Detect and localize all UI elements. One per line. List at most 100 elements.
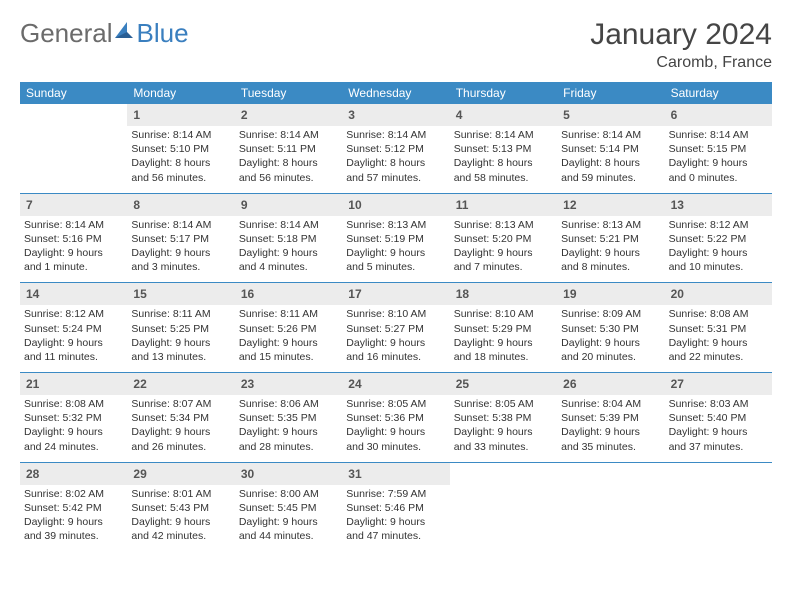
sunrise-line: Sunrise: 8:00 AM bbox=[239, 487, 338, 501]
day-number: 18 bbox=[456, 287, 469, 301]
sunrise-line: Sunrise: 8:04 AM bbox=[561, 397, 660, 411]
day-number: 4 bbox=[456, 108, 463, 122]
daylight-line-2: and 0 minutes. bbox=[669, 171, 768, 185]
day-cell: 27Sunrise: 8:03 AMSunset: 5:40 PMDayligh… bbox=[665, 373, 772, 462]
daylight-line-2: and 30 minutes. bbox=[346, 440, 445, 454]
day-number: 1 bbox=[133, 108, 140, 122]
location: Caromb, France bbox=[590, 54, 772, 72]
sunrise-line: Sunrise: 8:14 AM bbox=[561, 128, 660, 142]
day-number: 15 bbox=[133, 287, 146, 301]
logo-text-2: Blue bbox=[137, 18, 189, 49]
day-number: 24 bbox=[348, 377, 361, 391]
week-row: 14Sunrise: 8:12 AMSunset: 5:24 PMDayligh… bbox=[20, 282, 772, 372]
daylight-line-2: and 44 minutes. bbox=[239, 529, 338, 543]
day-number: 16 bbox=[241, 287, 254, 301]
daylight-line-1: Daylight: 9 hours bbox=[131, 246, 230, 260]
daylight-line-1: Daylight: 9 hours bbox=[454, 336, 553, 350]
day-number: 27 bbox=[671, 377, 684, 391]
day-number-bar: 23 bbox=[235, 373, 342, 395]
daylight-line-1: Daylight: 9 hours bbox=[24, 336, 123, 350]
day-cell: 14Sunrise: 8:12 AMSunset: 5:24 PMDayligh… bbox=[20, 283, 127, 372]
sunrise-line: Sunrise: 8:08 AM bbox=[24, 397, 123, 411]
daylight-line-1: Daylight: 9 hours bbox=[131, 336, 230, 350]
daylight-line-1: Daylight: 9 hours bbox=[454, 425, 553, 439]
daylight-line-2: and 15 minutes. bbox=[239, 350, 338, 364]
day-number-bar: 4 bbox=[450, 104, 557, 126]
daylight-line-2: and 3 minutes. bbox=[131, 260, 230, 274]
daylight-line-2: and 35 minutes. bbox=[561, 440, 660, 454]
day-cell: 28Sunrise: 8:02 AMSunset: 5:42 PMDayligh… bbox=[20, 463, 127, 552]
daylight-line-2: and 16 minutes. bbox=[346, 350, 445, 364]
daylight-line-2: and 56 minutes. bbox=[239, 171, 338, 185]
day-number-bar: 6 bbox=[665, 104, 772, 126]
sunrise-line: Sunrise: 8:14 AM bbox=[239, 218, 338, 232]
sunrise-line: Sunrise: 8:13 AM bbox=[346, 218, 445, 232]
sunset-line: Sunset: 5:20 PM bbox=[454, 232, 553, 246]
day-number-bar: 22 bbox=[127, 373, 234, 395]
sunset-line: Sunset: 5:40 PM bbox=[669, 411, 768, 425]
daylight-line-1: Daylight: 9 hours bbox=[239, 515, 338, 529]
sunset-line: Sunset: 5:14 PM bbox=[561, 142, 660, 156]
daylight-line-1: Daylight: 9 hours bbox=[24, 425, 123, 439]
sunrise-line: Sunrise: 8:14 AM bbox=[239, 128, 338, 142]
daylight-line-1: Daylight: 9 hours bbox=[454, 246, 553, 260]
daylight-line-1: Daylight: 9 hours bbox=[669, 425, 768, 439]
day-cell: 10Sunrise: 8:13 AMSunset: 5:19 PMDayligh… bbox=[342, 194, 449, 283]
sunset-line: Sunset: 5:46 PM bbox=[346, 501, 445, 515]
week-row: 21Sunrise: 8:08 AMSunset: 5:32 PMDayligh… bbox=[20, 372, 772, 462]
sunset-line: Sunset: 5:16 PM bbox=[24, 232, 123, 246]
day-cell: 6Sunrise: 8:14 AMSunset: 5:15 PMDaylight… bbox=[665, 104, 772, 193]
dow-tue: Tuesday bbox=[235, 82, 342, 104]
day-number-bar: 30 bbox=[235, 463, 342, 485]
day-of-week-header: Sunday Monday Tuesday Wednesday Thursday… bbox=[20, 82, 772, 104]
daylight-line-1: Daylight: 9 hours bbox=[561, 246, 660, 260]
header: General Blue January 2024 Caromb, France bbox=[20, 18, 772, 72]
daylight-line-2: and 8 minutes. bbox=[561, 260, 660, 274]
sunset-line: Sunset: 5:36 PM bbox=[346, 411, 445, 425]
day-number: 23 bbox=[241, 377, 254, 391]
day-number: 19 bbox=[563, 287, 576, 301]
sunset-line: Sunset: 5:35 PM bbox=[239, 411, 338, 425]
day-number: 22 bbox=[133, 377, 146, 391]
empty-cell bbox=[20, 104, 127, 193]
sunset-line: Sunset: 5:27 PM bbox=[346, 322, 445, 336]
day-cell: 2Sunrise: 8:14 AMSunset: 5:11 PMDaylight… bbox=[235, 104, 342, 193]
daylight-line-2: and 37 minutes. bbox=[669, 440, 768, 454]
weeks: 1Sunrise: 8:14 AMSunset: 5:10 PMDaylight… bbox=[20, 104, 772, 551]
dow-fri: Friday bbox=[557, 82, 664, 104]
day-cell: 30Sunrise: 8:00 AMSunset: 5:45 PMDayligh… bbox=[235, 463, 342, 552]
sunset-line: Sunset: 5:25 PM bbox=[131, 322, 230, 336]
day-number: 6 bbox=[671, 108, 678, 122]
daylight-line-2: and 42 minutes. bbox=[131, 529, 230, 543]
daylight-line-2: and 59 minutes. bbox=[561, 171, 660, 185]
day-number: 3 bbox=[348, 108, 355, 122]
day-number-bar: 1 bbox=[127, 104, 234, 126]
daylight-line-1: Daylight: 8 hours bbox=[561, 156, 660, 170]
week-row: 1Sunrise: 8:14 AMSunset: 5:10 PMDaylight… bbox=[20, 104, 772, 193]
daylight-line-1: Daylight: 8 hours bbox=[346, 156, 445, 170]
calendar: Sunday Monday Tuesday Wednesday Thursday… bbox=[20, 82, 772, 551]
sunset-line: Sunset: 5:10 PM bbox=[131, 142, 230, 156]
logo-sail-icon bbox=[113, 20, 135, 42]
daylight-line-1: Daylight: 8 hours bbox=[131, 156, 230, 170]
day-number-bar: 8 bbox=[127, 194, 234, 216]
day-number: 2 bbox=[241, 108, 248, 122]
sunset-line: Sunset: 5:31 PM bbox=[669, 322, 768, 336]
sunrise-line: Sunrise: 8:02 AM bbox=[24, 487, 123, 501]
day-number: 20 bbox=[671, 287, 684, 301]
sunset-line: Sunset: 5:24 PM bbox=[24, 322, 123, 336]
sunrise-line: Sunrise: 8:10 AM bbox=[454, 307, 553, 321]
daylight-line-1: Daylight: 9 hours bbox=[669, 156, 768, 170]
sunrise-line: Sunrise: 8:13 AM bbox=[561, 218, 660, 232]
day-cell: 7Sunrise: 8:14 AMSunset: 5:16 PMDaylight… bbox=[20, 194, 127, 283]
day-cell: 31Sunrise: 7:59 AMSunset: 5:46 PMDayligh… bbox=[342, 463, 449, 552]
day-cell: 5Sunrise: 8:14 AMSunset: 5:14 PMDaylight… bbox=[557, 104, 664, 193]
day-cell: 25Sunrise: 8:05 AMSunset: 5:38 PMDayligh… bbox=[450, 373, 557, 462]
day-cell: 21Sunrise: 8:08 AMSunset: 5:32 PMDayligh… bbox=[20, 373, 127, 462]
dow-sat: Saturday bbox=[665, 82, 772, 104]
dow-wed: Wednesday bbox=[342, 82, 449, 104]
day-number-bar: 24 bbox=[342, 373, 449, 395]
sunset-line: Sunset: 5:26 PM bbox=[239, 322, 338, 336]
daylight-line-2: and 20 minutes. bbox=[561, 350, 660, 364]
sunrise-line: Sunrise: 8:06 AM bbox=[239, 397, 338, 411]
